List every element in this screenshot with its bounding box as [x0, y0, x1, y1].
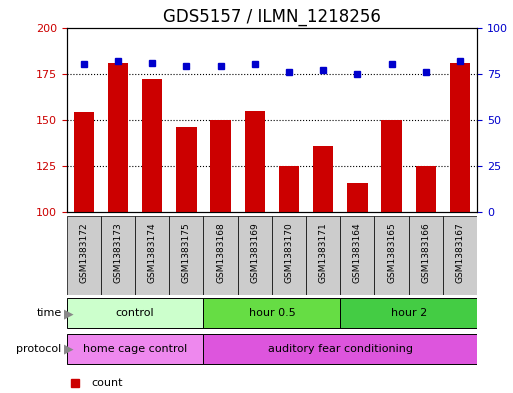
Title: GDS5157 / ILMN_1218256: GDS5157 / ILMN_1218256 — [163, 8, 381, 26]
Text: ▶: ▶ — [64, 307, 74, 320]
Bar — [347, 183, 368, 212]
Text: GSM1383173: GSM1383173 — [113, 222, 123, 283]
Text: hour 0.5: hour 0.5 — [248, 309, 295, 318]
Text: home cage control: home cage control — [83, 344, 187, 354]
Text: time: time — [36, 309, 62, 318]
Text: GSM1383167: GSM1383167 — [456, 222, 464, 283]
Text: GSM1383172: GSM1383172 — [80, 222, 88, 283]
Text: GSM1383175: GSM1383175 — [182, 222, 191, 283]
Text: ▶: ▶ — [64, 342, 74, 355]
Bar — [340, 298, 477, 329]
Text: GSM1383166: GSM1383166 — [421, 222, 430, 283]
Bar — [142, 79, 163, 212]
Bar — [416, 166, 436, 212]
Bar — [204, 216, 238, 295]
Text: GSM1383171: GSM1383171 — [319, 222, 328, 283]
Text: GSM1383164: GSM1383164 — [353, 222, 362, 283]
Bar — [108, 62, 128, 212]
Bar — [73, 112, 94, 212]
Text: count: count — [91, 378, 123, 388]
Text: hour 2: hour 2 — [390, 309, 427, 318]
Text: control: control — [116, 309, 154, 318]
Bar — [306, 216, 340, 295]
Text: GSM1383169: GSM1383169 — [250, 222, 259, 283]
Bar — [450, 62, 470, 212]
Bar — [135, 216, 169, 295]
Bar — [67, 216, 101, 295]
Bar — [204, 298, 340, 329]
Bar — [67, 334, 204, 364]
Bar — [210, 120, 231, 212]
Bar — [443, 216, 477, 295]
Text: GSM1383168: GSM1383168 — [216, 222, 225, 283]
Bar — [176, 127, 196, 212]
Bar — [101, 216, 135, 295]
Bar — [238, 216, 272, 295]
Bar — [272, 216, 306, 295]
Text: GSM1383165: GSM1383165 — [387, 222, 396, 283]
Bar — [340, 216, 374, 295]
Bar — [279, 166, 299, 212]
Bar — [409, 216, 443, 295]
Text: protocol: protocol — [16, 344, 62, 354]
Bar — [169, 216, 204, 295]
Bar — [245, 111, 265, 212]
Bar — [381, 120, 402, 212]
Text: auditory fear conditioning: auditory fear conditioning — [268, 344, 413, 354]
Bar — [204, 334, 477, 364]
Bar — [313, 146, 333, 212]
Text: GSM1383174: GSM1383174 — [148, 222, 156, 283]
Text: GSM1383170: GSM1383170 — [285, 222, 293, 283]
Bar — [374, 216, 409, 295]
Bar — [67, 298, 204, 329]
